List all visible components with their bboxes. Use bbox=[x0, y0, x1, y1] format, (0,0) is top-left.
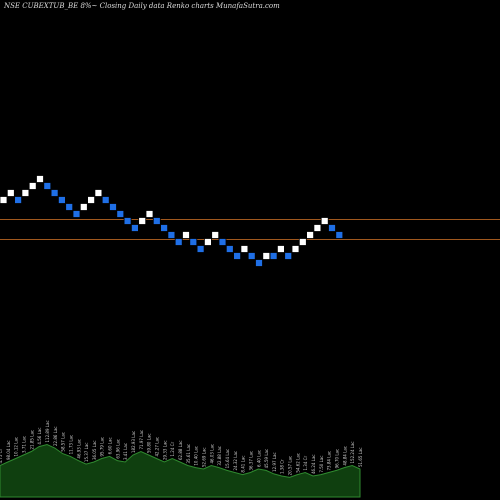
volume-label-29: 32.88 Lac bbox=[217, 446, 222, 466]
renko-brick-39 bbox=[276, 245, 285, 253]
volume-label-38: 20.57 Lac bbox=[288, 456, 293, 476]
volume-label-46: 152.24 Lac bbox=[350, 441, 355, 463]
renko-brick-32 bbox=[225, 245, 234, 253]
volume-label-30: 15.64 Lac bbox=[225, 449, 230, 469]
renko-brick-8 bbox=[50, 189, 59, 197]
volume-label-8: 22.86 Lac bbox=[53, 426, 58, 446]
volume-label-33: 36.37 Lac bbox=[248, 451, 253, 471]
volume-label-3: 10.12 Lac bbox=[14, 437, 19, 457]
renko-brick-25 bbox=[174, 238, 183, 246]
volume-label-37: 1.38 Cr bbox=[280, 459, 285, 474]
renko-brick-45 bbox=[320, 217, 329, 225]
volume-label-5: 21.85 Lac bbox=[29, 430, 34, 450]
volume-label-22: 29.33 Lac bbox=[162, 440, 167, 460]
renko-brick-38 bbox=[269, 252, 278, 260]
volume-label-15: 6.60 Lac bbox=[108, 437, 113, 454]
volume-label-26: 10.40 Lac bbox=[194, 446, 199, 466]
renko-brick-24 bbox=[167, 231, 176, 239]
volume-label-36: 12.97 Lac bbox=[272, 452, 277, 472]
volume-label-43: 73.84 Lac bbox=[327, 451, 332, 471]
renko-brick-31 bbox=[218, 238, 227, 246]
volume-label-19: 71.97 Lac bbox=[139, 430, 144, 450]
volume-label-23: 1.24 Cr bbox=[170, 442, 175, 457]
renko-brick-14 bbox=[94, 189, 103, 197]
renko-brick-17 bbox=[116, 210, 125, 218]
volume-label-11: 46.93 Lac bbox=[76, 439, 81, 459]
renko-brick-3 bbox=[14, 196, 23, 204]
renko-brick-16 bbox=[109, 203, 117, 211]
renko-brick-36 bbox=[255, 259, 263, 267]
volume-label-1: 4.75 Cr bbox=[0, 449, 3, 464]
renko-brick-37 bbox=[262, 252, 271, 260]
volume-label-6: 4.56 Lac bbox=[37, 428, 42, 445]
volume-label-34: 6.40 Lac bbox=[256, 450, 261, 467]
volume-label-4: 3.71 Lac bbox=[22, 436, 27, 453]
renko-brick-46 bbox=[328, 224, 336, 232]
volume-label-31: 24.32 Lac bbox=[233, 451, 238, 471]
renko-brick-40 bbox=[284, 252, 293, 260]
renko-brick-11 bbox=[72, 210, 81, 218]
renko-brick-20 bbox=[138, 217, 147, 225]
volume-label-25: 35.61 Lac bbox=[186, 444, 191, 464]
volume-label-13: 36.05 Lac bbox=[92, 440, 97, 460]
volume-label-41: 46.24 Lac bbox=[311, 454, 316, 474]
volume-label-12: 15.37 Lac bbox=[84, 442, 89, 462]
renko-brick-47 bbox=[335, 231, 344, 239]
volume-area bbox=[0, 443, 361, 498]
renko-brick-6 bbox=[36, 175, 44, 183]
volume-label-10: 11.73 Lac bbox=[68, 435, 73, 455]
renko-brick-12 bbox=[79, 203, 88, 211]
volume-label-2: 98.04 Lac bbox=[6, 440, 11, 460]
renko-brick-28 bbox=[196, 245, 205, 253]
renko-brick-34 bbox=[240, 245, 249, 253]
renko-brick-23 bbox=[160, 224, 169, 232]
renko-brick-27 bbox=[189, 238, 198, 246]
renko-brick-18 bbox=[123, 217, 132, 225]
volume-label-14: 95.79 Lac bbox=[100, 437, 105, 457]
renko-brick-15 bbox=[101, 196, 110, 204]
volume-label-45: 48.84 Lac bbox=[342, 446, 347, 466]
volume-label-7: 112.89 Lac bbox=[45, 420, 50, 442]
renko-brick-1 bbox=[0, 196, 8, 204]
renko-brick-29 bbox=[203, 238, 212, 246]
renko-brick-44 bbox=[313, 224, 322, 232]
renko-brick-22 bbox=[152, 217, 161, 225]
volume-label-27: 52.69 Lac bbox=[202, 447, 207, 467]
renko-brick-9 bbox=[58, 196, 66, 204]
volume-label-16: 63.96 Lac bbox=[115, 439, 120, 459]
volume-label-40: 1.34 Cr bbox=[303, 456, 308, 471]
renko-brick-43 bbox=[306, 231, 315, 239]
volume-label-21: 42.27 Lac bbox=[155, 437, 160, 457]
renko-brick-4 bbox=[21, 189, 30, 197]
renko-brick-21 bbox=[145, 210, 154, 218]
volume-label-17: 3.41 Lac bbox=[123, 443, 128, 460]
renko-brick-10 bbox=[65, 203, 74, 211]
volume-label-42: 7.50 Lac bbox=[319, 456, 324, 473]
renko-brick-2 bbox=[6, 189, 15, 197]
renko-brick-13 bbox=[87, 196, 95, 204]
volume-label-24: 62.88 Lac bbox=[178, 440, 183, 460]
volume-label-18: 182.93 Lac bbox=[131, 431, 136, 453]
renko-brick-42 bbox=[298, 238, 307, 246]
renko-brick-26 bbox=[182, 231, 190, 239]
volume-label-44: 96.70 Lac bbox=[335, 449, 340, 469]
volume-label-35: 45.59 Lac bbox=[264, 449, 269, 469]
renko-brick-33 bbox=[233, 252, 242, 260]
renko-brick-19 bbox=[130, 224, 139, 232]
renko-brick-35 bbox=[247, 252, 256, 260]
volume-label-32: 8.41 Lac bbox=[241, 456, 246, 473]
renko-brick-41 bbox=[291, 245, 300, 253]
renko-brick-7 bbox=[43, 182, 52, 190]
volume-label-28: 46.03 Lac bbox=[209, 444, 214, 464]
renko-brick-30 bbox=[211, 231, 220, 239]
volume-label-47: 51.65 Lac bbox=[358, 447, 363, 467]
renko-brick-5 bbox=[28, 182, 37, 190]
chart-title: NSE CUBEXTUB_BE 8%~ Closing Daily data R… bbox=[4, 2, 280, 10]
volume-label-20: 59.80 Lac bbox=[147, 433, 152, 453]
volume-label-39: 54.62 Lac bbox=[295, 453, 300, 473]
volume-label-9: 58.57 Lac bbox=[61, 432, 66, 452]
